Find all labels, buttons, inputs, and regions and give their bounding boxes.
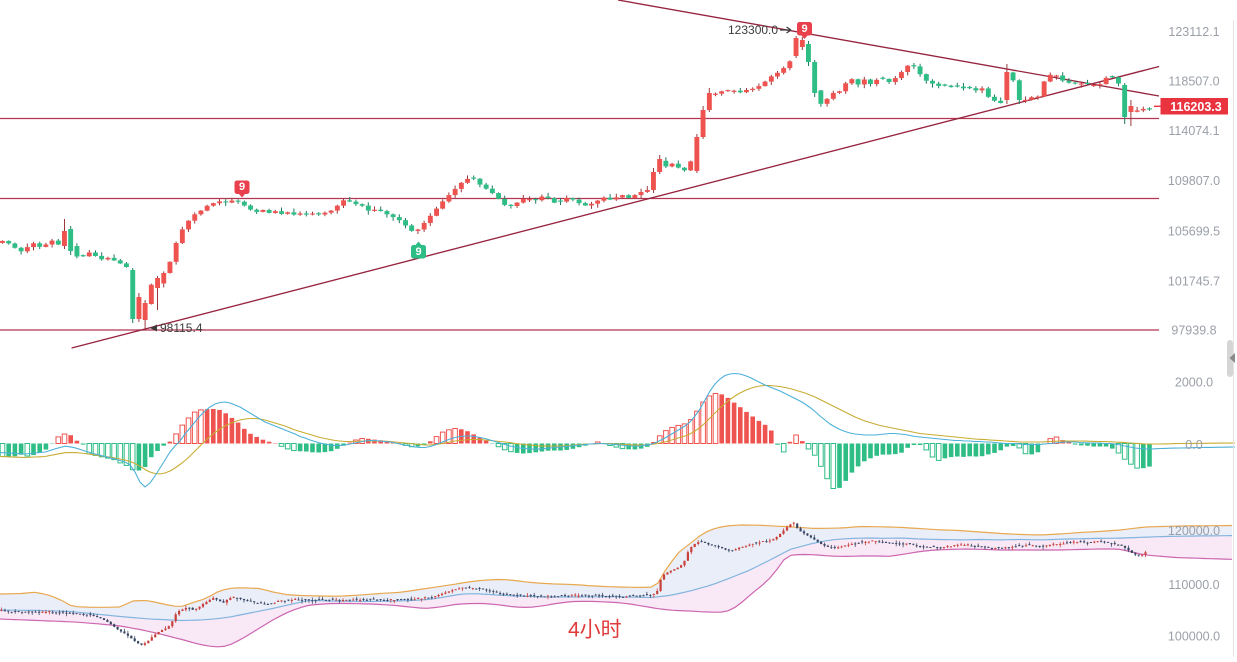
- svg-text:100000.0: 100000.0: [1168, 630, 1220, 644]
- svg-text:118507.0: 118507.0: [1168, 75, 1219, 89]
- svg-text:101745.7: 101745.7: [1168, 275, 1220, 289]
- svg-text:98115.4: 98115.4: [160, 321, 203, 335]
- svg-text:9: 9: [801, 23, 807, 35]
- svg-text:114074.1: 114074.1: [1168, 124, 1219, 138]
- svg-text:97939.8: 97939.8: [1171, 324, 1216, 338]
- svg-text:123300.0: 123300.0: [728, 23, 778, 37]
- svg-text:110000.0: 110000.0: [1168, 578, 1219, 592]
- svg-text:9: 9: [239, 181, 245, 193]
- svg-text:105699.5: 105699.5: [1168, 225, 1220, 239]
- svg-text:0.0: 0.0: [1185, 438, 1202, 452]
- svg-text:123112.1: 123112.1: [1168, 25, 1219, 39]
- svg-text:116203.3: 116203.3: [1170, 100, 1221, 114]
- svg-text:120000.0: 120000.0: [1168, 524, 1220, 538]
- svg-text:9: 9: [415, 246, 421, 258]
- svg-text:109807.0: 109807.0: [1168, 174, 1220, 188]
- svg-text:2000.0: 2000.0: [1175, 376, 1213, 390]
- svg-text:4小时: 4小时: [568, 619, 622, 642]
